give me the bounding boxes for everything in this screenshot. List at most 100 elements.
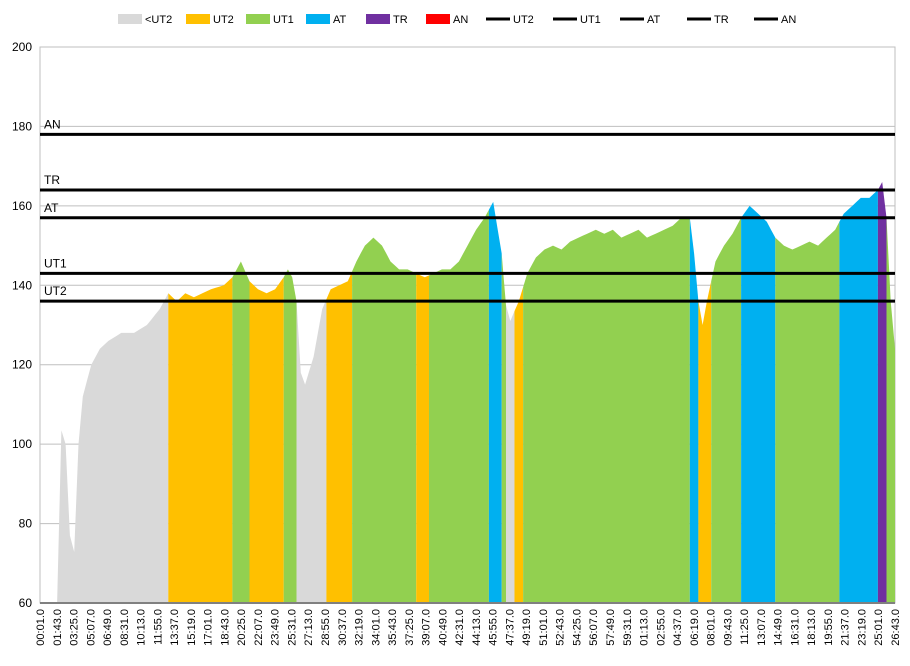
legend-swatch: [426, 14, 450, 24]
zone-area-ut1: [775, 221, 840, 603]
y-tick-label: 200: [12, 40, 32, 54]
zone-area-at: [839, 190, 878, 603]
threshold-label-tr: TR: [44, 173, 60, 187]
x-tick-label: 26:43.0: [890, 609, 902, 646]
zone-area-ut2: [416, 273, 429, 603]
x-tick-label: 37:25.0: [404, 609, 416, 646]
x-tick-label: 23:49.0: [270, 609, 282, 646]
x-tick-label: 10:13.0: [136, 609, 148, 646]
x-tick-label: 08:01.0: [706, 609, 718, 646]
x-tick-label: 19:55.0: [823, 609, 835, 646]
zone-area-at: [689, 217, 699, 604]
x-tick-label: 06:19.0: [689, 609, 701, 646]
x-tick-label: 13:37.0: [169, 609, 181, 646]
x-tick-label: 22:07.0: [253, 609, 265, 646]
threshold-label-an: AN: [44, 117, 61, 131]
threshold-label-ut2: UT2: [44, 284, 67, 298]
x-tick-label: 08:31.0: [119, 609, 131, 646]
x-tick-label: 11:25.0: [739, 609, 751, 645]
x-tick-label: 40:49.0: [437, 609, 449, 646]
x-tick-label: 13:07.0: [756, 609, 768, 646]
x-tick-label: 27:13.0: [303, 609, 315, 646]
zone-area-below-ut2: [296, 299, 327, 603]
legend-label: AT: [333, 14, 347, 26]
legend-label: AN: [781, 14, 796, 26]
x-tick-label: 39:07.0: [421, 609, 433, 646]
zone-area-ut1: [523, 217, 690, 604]
x-tick-label: 49:19.0: [521, 609, 533, 646]
x-tick-label: 59:31.0: [622, 609, 634, 646]
y-tick-label: 180: [12, 119, 32, 133]
zone-area-ut1: [352, 237, 417, 603]
x-tick-label: 06:49.0: [102, 609, 114, 646]
x-tick-label: 25:31.0: [286, 609, 298, 646]
zone-area-tr: [877, 182, 887, 603]
x-tick-label: 02:55.0: [655, 609, 667, 646]
zone-area-ut2: [168, 277, 233, 603]
x-tick-label: 57:49.0: [605, 609, 617, 646]
x-tick-label: 35:43.0: [387, 609, 399, 646]
y-tick-label: 80: [19, 517, 33, 531]
zone-area-ut2: [249, 277, 284, 603]
x-tick-label: 51:01.0: [538, 609, 550, 646]
legend-swatch: [366, 14, 390, 24]
legend-label: TR: [714, 14, 729, 26]
legend-label: UT2: [213, 14, 234, 26]
x-tick-label: 30:37.0: [337, 609, 349, 646]
zone-area-below-ut2: [40, 293, 169, 603]
legend-swatch: [118, 14, 142, 24]
x-tick-label: 42:31.0: [454, 609, 466, 646]
zone-area-ut1: [232, 261, 250, 603]
zone-area-at: [741, 205, 776, 603]
x-tick-label: 00:01.0: [35, 609, 47, 646]
zone-area-ut2: [698, 281, 712, 603]
y-tick-label: 160: [12, 199, 32, 213]
zone-area-at: [488, 201, 502, 603]
y-tick-label: 100: [12, 437, 32, 451]
x-tick-label: 14:49.0: [773, 609, 785, 646]
y-tick-label: 140: [12, 278, 32, 292]
zone-area-ut2: [514, 287, 524, 603]
x-tick-label: 28:55.0: [320, 609, 332, 646]
x-tick-label: 09:43.0: [722, 609, 734, 646]
x-tick-label: 47:37.0: [504, 609, 516, 646]
x-tick-label: 01:13.0: [639, 609, 651, 646]
legend-label: TR: [393, 14, 408, 26]
x-tick-label: 25:01.0: [873, 609, 885, 646]
x-tick-label: 17:01.0: [203, 609, 215, 646]
zone-area-ut1: [429, 209, 489, 604]
x-tick-label: 21:37.0: [840, 609, 852, 646]
zone-area-ut1: [886, 217, 895, 604]
zone-area-ut1: [501, 253, 506, 603]
x-tick-label: 03:25.0: [69, 609, 81, 646]
x-tick-label: 11:55.0: [152, 609, 164, 645]
x-tick-label: 52:43.0: [555, 609, 567, 646]
y-tick-label: 60: [19, 596, 33, 610]
x-tick-label: 44:13.0: [471, 609, 483, 646]
x-tick-label: 18:43.0: [219, 609, 231, 646]
legend-label: UT1: [273, 14, 294, 26]
legend-swatch: [186, 14, 210, 24]
zone-area-ut1: [283, 269, 297, 603]
x-tick-label: 05:07.0: [85, 609, 97, 646]
x-tick-label: 18:13.0: [806, 609, 818, 646]
x-tick-label: 54:25.0: [571, 609, 583, 646]
zone-area-below-ut2: [506, 305, 515, 603]
x-tick-label: 32:19.0: [354, 609, 366, 646]
legend-swatch: [306, 14, 330, 24]
legend-label: AN: [453, 14, 468, 26]
x-tick-label: 56:07.0: [588, 609, 600, 646]
y-tick-label: 120: [12, 358, 32, 372]
zone-area-ut2: [326, 271, 353, 603]
x-tick-label: 45:55.0: [488, 609, 500, 646]
zone-area-ut1: [711, 217, 742, 604]
x-tick-label: 16:31.0: [789, 609, 801, 646]
legend-label: UT2: [513, 14, 534, 26]
x-tick-label: 34:01.0: [370, 609, 382, 646]
x-tick-label: 01:43.0: [52, 609, 64, 646]
x-tick-label: 23:19.0: [856, 609, 868, 646]
threshold-label-ut1: UT1: [44, 256, 67, 270]
threshold-label-at: AT: [44, 201, 59, 215]
